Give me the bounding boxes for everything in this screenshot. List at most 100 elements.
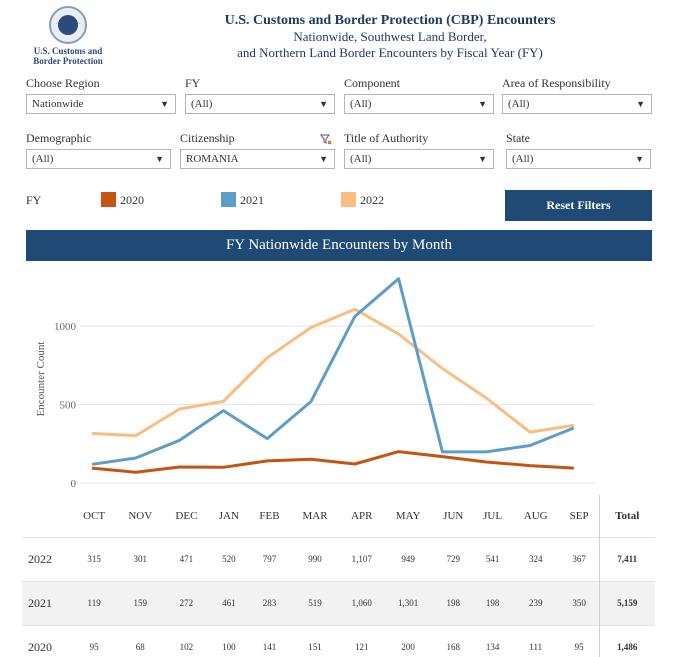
table-cell-total: 7,411 <box>598 537 655 581</box>
state-label: State <box>506 131 530 145</box>
chevron-down-icon: ▼ <box>160 99 169 109</box>
table-cell: 283 <box>249 581 290 625</box>
table-cell: 367 <box>572 554 586 564</box>
table-header-row: OCT NOV DEC JAN FEB MAR APR MAY JUN JUL AUG SEP Tota… <box>22 495 655 537</box>
table-cell: 461 <box>208 581 250 625</box>
legend-title: FY <box>26 193 42 207</box>
logo-text: U.S. Customs and Border Protection <box>33 46 103 66</box>
table-row: 2022 315 301 471 520 797 990 1,107 949 729 541 324 3… <box>22 537 655 581</box>
series-line-2020[interactable] <box>91 450 574 474</box>
table-header-month: APR <box>351 509 373 522</box>
table-cell: 239 <box>511 581 560 625</box>
table-cell: 949 <box>401 554 415 564</box>
table-cell: 1,301 <box>383 581 433 625</box>
table-row: 2020 95 68 102 100 141 151 121 200 168 134 111 95 1,4… <box>22 625 655 657</box>
table-cell: 520 <box>222 554 236 564</box>
citizenship-label: Citizenship <box>180 131 235 145</box>
region-value: Nationwide <box>32 98 84 110</box>
table-row: 2021 119 159 272 461 283 519 1,060 1,301 198 198 23… <box>22 581 655 625</box>
filter-clear-icon[interactable] <box>320 134 332 146</box>
table-header-month: DEC <box>175 509 198 522</box>
demographic-select[interactable]: (All) ▼ <box>26 149 171 169</box>
table-cell: 350 <box>559 581 599 625</box>
table-cell: 102 <box>179 642 194 653</box>
table-cell: 324 <box>528 554 543 564</box>
table-header-total: Total <box>598 495 655 537</box>
demographic-value: (All) <box>32 153 54 165</box>
table-cell-total: 1,486 <box>598 625 655 657</box>
table-cell: 134 <box>485 642 500 653</box>
reset-filters-button[interactable]: Reset Filters <box>505 190 652 221</box>
table-row-year: 2021 <box>22 581 72 625</box>
y-tick-label: 0 <box>71 478 77 490</box>
legend-swatch-2020[interactable] <box>101 192 116 207</box>
table-header-month: JUN <box>443 509 464 522</box>
fy-value: (All) <box>191 98 213 110</box>
table-header-month: AUG <box>523 509 548 522</box>
table-cell: 1,060 <box>340 581 384 625</box>
legend-label-2020: 2020 <box>120 193 144 207</box>
table-cell: 141 <box>262 642 277 653</box>
fy-select[interactable]: (All) ▼ <box>185 94 335 114</box>
aor-label: Area of Responsibility <box>502 76 611 90</box>
table-header-month: MAR <box>302 509 328 522</box>
region-select[interactable]: Nationwide ▼ <box>26 94 176 114</box>
page-subtitle-1: Nationwide, Southwest Land Border, <box>293 29 487 44</box>
table-cell: 95 <box>574 642 584 653</box>
table-header-month: FEB <box>259 509 280 522</box>
chevron-down-icon: ▼ <box>636 99 645 109</box>
page-subtitle-2: and Northern Land Border Encounters by F… <box>237 45 543 60</box>
table-cell: 151 <box>308 642 322 653</box>
y-axis-label: Encounter Count <box>35 342 47 417</box>
authority-select[interactable]: (All) ▼ <box>344 149 494 169</box>
table-cell: 111 <box>529 642 543 653</box>
citizenship-select[interactable]: ROMANIA ▼ <box>180 149 335 169</box>
legend-swatch-2022[interactable] <box>341 192 356 207</box>
aor-select[interactable]: (All) ▼ <box>502 94 652 114</box>
aor-value: (All) <box>508 98 530 110</box>
table-cell: 68 <box>135 642 145 653</box>
legend-label-2021: 2021 <box>240 193 264 207</box>
table-cell: 272 <box>164 581 209 625</box>
component-select[interactable]: (All) ▼ <box>344 94 494 114</box>
page-title: U.S. Customs and Border Protection (CBP)… <box>224 13 556 28</box>
authority-label: Title of Authority <box>344 131 429 145</box>
legend-swatch-2021[interactable] <box>221 192 236 207</box>
table-cell: 100 <box>222 642 236 653</box>
chevron-down-icon: ▼ <box>635 154 644 164</box>
state-select[interactable]: (All) ▼ <box>506 149 651 169</box>
series-line-2021[interactable] <box>91 277 575 466</box>
table-cell: 95 <box>89 642 99 653</box>
page-title-block: U.S. Customs and Border Protection (CBP)… <box>160 12 620 61</box>
table-cell: 315 <box>87 554 101 564</box>
table-header-month: SEP <box>569 509 589 522</box>
series-line-2022[interactable] <box>91 307 575 438</box>
y-tick-label: 500 <box>60 399 77 411</box>
cbp-logo: U.S. Customs and Border Protection <box>28 6 108 68</box>
component-value: (All) <box>350 98 372 110</box>
chevron-down-icon: ▼ <box>478 99 487 109</box>
chevron-down-icon: ▼ <box>155 154 164 164</box>
table-cell: 1,107 <box>351 554 372 564</box>
table-cell: 301 <box>133 554 148 564</box>
table-header-month: NOV <box>128 509 153 522</box>
table-header-month: OCT <box>83 509 106 522</box>
cbp-seal-icon <box>49 6 87 44</box>
chevron-down-icon: ▼ <box>319 154 328 164</box>
table-cell: 729 <box>446 554 461 564</box>
table-cell: 471 <box>179 554 194 564</box>
table-row-year: 2022 <box>28 551 52 566</box>
legend-label-2022: 2022 <box>360 193 384 207</box>
table-header-month: JUL <box>483 509 503 522</box>
table-cell-total: 5,159 <box>598 581 655 625</box>
table-cell: 119 <box>72 581 117 625</box>
line-chart: 0 500 1000 Encounter Count <box>35 277 595 490</box>
table-header-month: JAN <box>218 509 239 522</box>
table-cell: 159 <box>116 581 165 625</box>
table-header-year <box>22 495 72 537</box>
region-label: Choose Region <box>26 76 100 90</box>
table-cell: 519 <box>289 581 341 625</box>
component-label: Component <box>344 76 400 90</box>
table-row-year: 2020 <box>28 639 52 654</box>
table-cell: 198 <box>432 581 474 625</box>
